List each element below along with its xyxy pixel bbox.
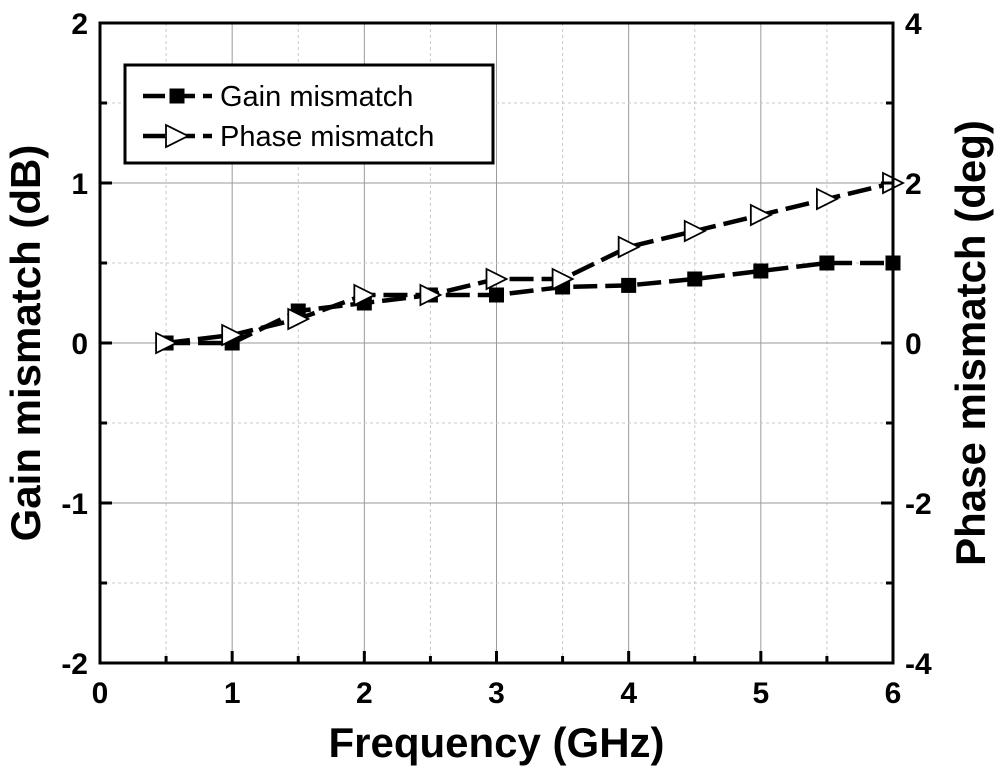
y-left-tick-label: -2 [61, 648, 88, 681]
data-point [419, 283, 443, 307]
y-axis-right-title: Phase mismatch (deg) [947, 120, 994, 566]
legend-swatch-marker [165, 123, 191, 149]
data-point [621, 277, 637, 293]
series-gain-mismatch [158, 255, 901, 351]
data-point [819, 255, 835, 271]
y-right-tick-label: 2 [905, 168, 922, 201]
data-point [221, 323, 245, 347]
y-left-tick-label: 1 [71, 168, 88, 201]
legend-label: Gain mismatch [220, 81, 413, 113]
x-tick-label: 3 [488, 677, 505, 710]
x-tick-label: 5 [752, 677, 769, 710]
x-axis-title: Frequency (GHz) [328, 719, 664, 766]
legend-label: Phase mismatch [220, 121, 434, 153]
data-point [683, 219, 707, 243]
y-left-tick-label: -1 [61, 488, 88, 521]
y-axis-left-title: Gain mismatch (dB) [2, 145, 49, 542]
x-tick-label: 4 [620, 677, 637, 710]
legend-swatch-marker [169, 88, 185, 104]
y-right-tick-label: 4 [905, 8, 922, 41]
legend: Gain mismatch Phase mismatch [123, 63, 495, 165]
x-tick-label: 6 [885, 677, 902, 710]
x-tick-label: 1 [224, 677, 241, 710]
data-point [749, 203, 773, 227]
x-tick-label: 2 [356, 677, 373, 710]
data-point [485, 267, 509, 291]
y-left-tick-label: 2 [71, 8, 88, 41]
data-point [551, 267, 575, 291]
legend-item: Phase mismatch [143, 121, 434, 153]
plot-series [155, 171, 906, 355]
data-point [287, 307, 311, 331]
data-point [816, 187, 839, 211]
y-left-tick-label: 0 [71, 328, 88, 361]
series-line [166, 260, 893, 346]
y-right-tick-label: -4 [905, 648, 932, 681]
data-point [155, 331, 179, 355]
data-point [617, 235, 641, 259]
data-point [489, 287, 504, 303]
data-point [687, 271, 703, 287]
y-right-tick-label: -2 [905, 488, 932, 521]
data-point [753, 263, 769, 279]
legend-item: Gain mismatch [143, 81, 413, 113]
legend-box [123, 63, 495, 165]
y-right-tick-label: 0 [905, 328, 922, 361]
x-tick-label: 0 [92, 677, 109, 710]
data-point [353, 283, 377, 307]
series-line [165, 180, 894, 346]
series-phase-mismatch [155, 171, 906, 355]
axis-ticks [98, 21, 895, 665]
